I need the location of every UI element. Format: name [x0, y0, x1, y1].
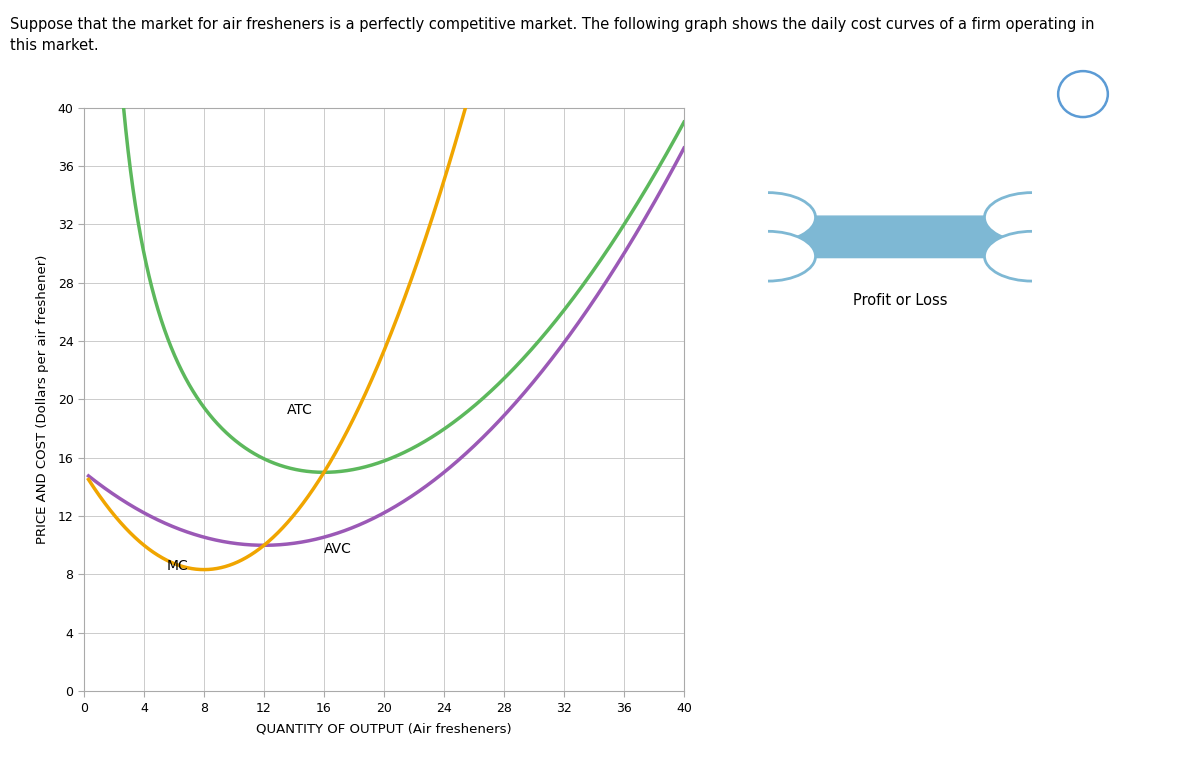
Circle shape: [984, 231, 1080, 281]
Circle shape: [720, 231, 816, 281]
Text: this market.: this market.: [10, 38, 98, 54]
Text: ?: ?: [1078, 85, 1088, 103]
Text: ATC: ATC: [287, 403, 312, 417]
Circle shape: [1058, 71, 1108, 117]
X-axis label: QUANTITY OF OUTPUT (Air fresheners): QUANTITY OF OUTPUT (Air fresheners): [256, 723, 512, 736]
Text: Profit or Loss: Profit or Loss: [853, 293, 947, 308]
Text: MC: MC: [167, 559, 188, 573]
Text: Suppose that the market for air fresheners is a perfectly competitive market. Th: Suppose that the market for air freshene…: [10, 17, 1094, 32]
Y-axis label: PRICE AND COST (Dollars per air freshener): PRICE AND COST (Dollars per air freshene…: [36, 255, 49, 544]
Circle shape: [984, 193, 1080, 243]
FancyBboxPatch shape: [766, 216, 1034, 257]
Text: AVC: AVC: [324, 541, 352, 555]
Circle shape: [720, 193, 816, 243]
